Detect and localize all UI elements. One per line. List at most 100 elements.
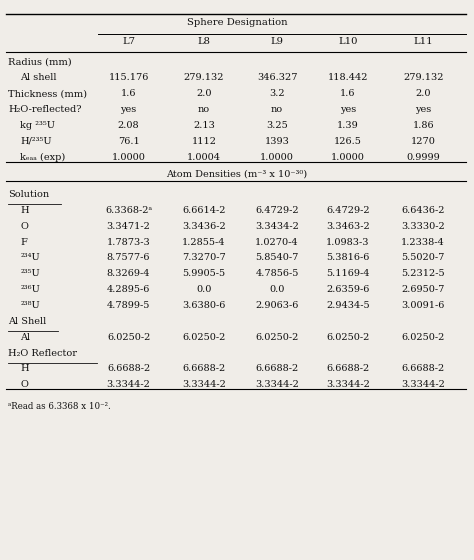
Text: 3.3344-2: 3.3344-2 <box>326 380 370 389</box>
Text: 2.6359-6: 2.6359-6 <box>326 285 369 294</box>
Text: 6.0250-2: 6.0250-2 <box>326 333 369 342</box>
Text: 0.9999: 0.9999 <box>406 153 440 162</box>
Text: 5.5020-7: 5.5020-7 <box>401 253 445 263</box>
Text: 3.6380-6: 3.6380-6 <box>182 301 226 310</box>
Text: 3.3436-2: 3.3436-2 <box>182 222 226 231</box>
Text: Al: Al <box>20 333 30 342</box>
Text: L11: L11 <box>413 37 433 46</box>
Text: L7: L7 <box>122 37 135 46</box>
Text: 279.132: 279.132 <box>184 73 224 82</box>
Text: kg ²³⁵U: kg ²³⁵U <box>20 121 55 130</box>
Text: 3.3471-2: 3.3471-2 <box>107 222 151 231</box>
Text: 2.08: 2.08 <box>118 121 139 130</box>
Text: 5.2312-5: 5.2312-5 <box>401 269 445 278</box>
Text: 2.9434-5: 2.9434-5 <box>326 301 370 310</box>
Text: ²³⁶U: ²³⁶U <box>20 285 40 294</box>
Text: yes: yes <box>120 105 137 114</box>
Text: 1.2855-4: 1.2855-4 <box>182 237 226 246</box>
Text: ᵃRead as 6.3368 x 10⁻².: ᵃRead as 6.3368 x 10⁻². <box>9 402 111 410</box>
Text: 6.0250-2: 6.0250-2 <box>182 333 226 342</box>
Text: 5.1169-4: 5.1169-4 <box>326 269 370 278</box>
Text: H/²³⁵U: H/²³⁵U <box>20 137 52 146</box>
Text: Radius (mm): Radius (mm) <box>9 58 72 67</box>
Text: Thickness (mm): Thickness (mm) <box>9 89 88 98</box>
Text: 76.1: 76.1 <box>118 137 139 146</box>
Text: 6.6436-2: 6.6436-2 <box>401 206 445 215</box>
Text: 2.0: 2.0 <box>415 89 431 98</box>
Text: 8.7577-6: 8.7577-6 <box>107 253 150 263</box>
Text: 1.6: 1.6 <box>340 89 356 98</box>
Text: 6.0250-2: 6.0250-2 <box>107 333 150 342</box>
Text: 4.7899-5: 4.7899-5 <box>107 301 150 310</box>
Text: 2.0: 2.0 <box>196 89 212 98</box>
Text: 6.3368-2ᵃ: 6.3368-2ᵃ <box>105 206 152 215</box>
Text: ²³⁵U: ²³⁵U <box>20 269 40 278</box>
Text: Sphere Designation: Sphere Designation <box>187 17 287 26</box>
Text: Solution: Solution <box>9 190 50 199</box>
Text: 1.0004: 1.0004 <box>187 153 221 162</box>
Text: 6.6614-2: 6.6614-2 <box>182 206 226 215</box>
Text: Al shell: Al shell <box>20 73 57 82</box>
Text: no: no <box>198 105 210 114</box>
Text: 1112: 1112 <box>191 137 217 146</box>
Text: ²³⁸U: ²³⁸U <box>20 301 40 310</box>
Text: 3.3434-2: 3.3434-2 <box>255 222 299 231</box>
Text: F: F <box>20 237 27 246</box>
Text: 1.0000: 1.0000 <box>112 153 146 162</box>
Text: 3.3344-2: 3.3344-2 <box>401 380 445 389</box>
Text: 6.0250-2: 6.0250-2 <box>255 333 299 342</box>
Text: O: O <box>20 222 28 231</box>
Text: 1393: 1393 <box>264 137 290 146</box>
Text: 118.442: 118.442 <box>328 73 368 82</box>
Text: L9: L9 <box>271 37 283 46</box>
Text: H: H <box>20 365 29 374</box>
Text: 5.9905-5: 5.9905-5 <box>182 269 226 278</box>
Text: L10: L10 <box>338 37 357 46</box>
Text: no: no <box>271 105 283 114</box>
Text: 2.13: 2.13 <box>193 121 215 130</box>
Text: 6.4729-2: 6.4729-2 <box>326 206 370 215</box>
Text: 1.2338-4: 1.2338-4 <box>401 237 445 246</box>
Text: 1270: 1270 <box>410 137 436 146</box>
Text: 6.6688-2: 6.6688-2 <box>107 365 150 374</box>
Text: 3.3330-2: 3.3330-2 <box>401 222 445 231</box>
Text: 8.3269-4: 8.3269-4 <box>107 269 150 278</box>
Text: 1.0270-4: 1.0270-4 <box>255 237 299 246</box>
Text: 346.327: 346.327 <box>257 73 297 82</box>
Text: H₂O Reflector: H₂O Reflector <box>9 348 77 357</box>
Text: 1.7873-3: 1.7873-3 <box>107 237 150 246</box>
Text: 126.5: 126.5 <box>334 137 362 146</box>
Text: 1.6: 1.6 <box>121 89 137 98</box>
Text: yes: yes <box>415 105 431 114</box>
Text: Atom Densities (m⁻³ x 10⁻³⁰): Atom Densities (m⁻³ x 10⁻³⁰) <box>166 170 308 179</box>
Text: 3.3344-2: 3.3344-2 <box>107 380 151 389</box>
Text: 1.0983-3: 1.0983-3 <box>326 237 370 246</box>
Text: 6.4729-2: 6.4729-2 <box>255 206 299 215</box>
Text: 6.6688-2: 6.6688-2 <box>326 365 369 374</box>
Text: 7.3270-7: 7.3270-7 <box>182 253 226 263</box>
Text: 3.3463-2: 3.3463-2 <box>326 222 370 231</box>
Text: 3.2: 3.2 <box>269 89 285 98</box>
Text: 1.39: 1.39 <box>337 121 359 130</box>
Text: 1.86: 1.86 <box>412 121 434 130</box>
Text: kₑₐₐ (exp): kₑₐₐ (exp) <box>20 153 65 162</box>
Text: 3.3344-2: 3.3344-2 <box>255 380 299 389</box>
Text: H: H <box>20 206 29 215</box>
Text: 3.3344-2: 3.3344-2 <box>182 380 226 389</box>
Text: 4.2895-6: 4.2895-6 <box>107 285 150 294</box>
Text: 4.7856-5: 4.7856-5 <box>255 269 299 278</box>
Text: 2.6950-7: 2.6950-7 <box>401 285 445 294</box>
Text: 115.176: 115.176 <box>109 73 149 82</box>
Text: yes: yes <box>339 105 356 114</box>
Text: O: O <box>20 380 28 389</box>
Text: 6.6688-2: 6.6688-2 <box>401 365 445 374</box>
Text: Al Shell: Al Shell <box>9 317 47 326</box>
Text: ²³⁴U: ²³⁴U <box>20 253 40 263</box>
Text: 3.0091-6: 3.0091-6 <box>401 301 445 310</box>
Text: 0.0: 0.0 <box>269 285 285 294</box>
Text: 6.6688-2: 6.6688-2 <box>182 365 226 374</box>
Text: 2.9063-6: 2.9063-6 <box>255 301 299 310</box>
Text: 5.8540-7: 5.8540-7 <box>255 253 299 263</box>
Text: 1.0000: 1.0000 <box>260 153 294 162</box>
Text: H₂O-reflected?: H₂O-reflected? <box>9 105 82 114</box>
